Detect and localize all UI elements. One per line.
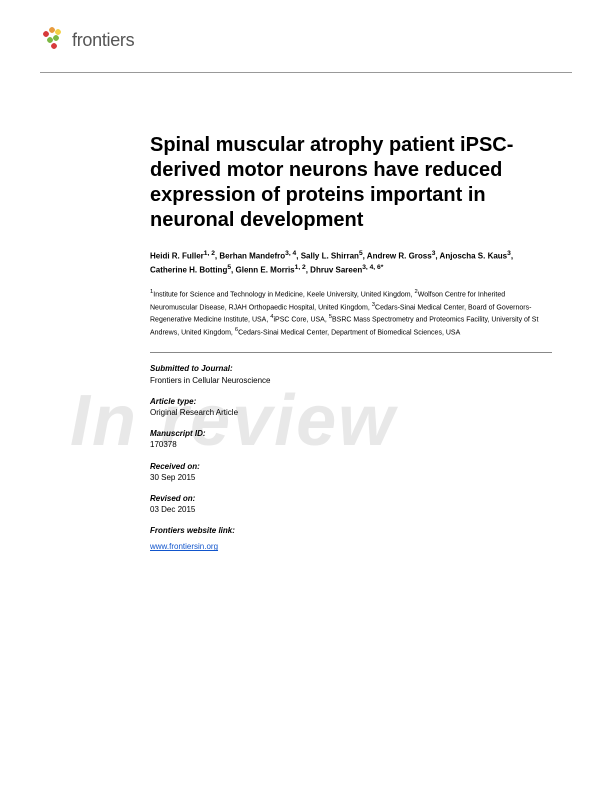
frontiers-icon (40, 26, 68, 54)
received-label: Received on: (150, 461, 552, 472)
revised-value: 03 Dec 2015 (150, 504, 552, 515)
main-content: Spinal muscular atrophy patient iPSC-der… (0, 73, 612, 554)
article-title: Spinal muscular atrophy patient iPSC-der… (150, 133, 552, 233)
page-header: frontiers (0, 0, 612, 64)
received-value: 30 Sep 2015 (150, 472, 552, 483)
website-link[interactable]: www.frontiersin.org (150, 542, 218, 551)
meta-received: Received on: 30 Sep 2015 (150, 461, 552, 483)
manuscript-id-label: Manuscript ID: (150, 428, 552, 439)
meta-revised: Revised on: 03 Dec 2015 (150, 493, 552, 515)
article-type-label: Article type: (150, 396, 552, 407)
meta-website: Frontiers website link: www.frontiersin.… (150, 525, 552, 554)
submitted-label: Submitted to Journal: (150, 363, 552, 374)
brand-logo: frontiers (40, 26, 572, 54)
meta-submitted: Submitted to Journal: Frontiers in Cellu… (150, 363, 552, 385)
manuscript-id-value: 170378 (150, 439, 552, 450)
affiliation-list: 1Institute for Science and Technology in… (150, 288, 552, 338)
meta-manuscript-id: Manuscript ID: 170378 (150, 428, 552, 450)
meta-divider (150, 352, 552, 353)
brand-name: frontiers (72, 30, 134, 51)
revised-label: Revised on: (150, 493, 552, 504)
article-type-value: Original Research Article (150, 407, 552, 418)
website-label: Frontiers website link: (150, 525, 552, 536)
submitted-value: Frontiers in Cellular Neuroscience (150, 375, 552, 386)
meta-article-type: Article type: Original Research Article (150, 396, 552, 418)
author-list: Heidi R. Fuller1, 2, Berhan Mandefro3, 4… (150, 249, 552, 276)
